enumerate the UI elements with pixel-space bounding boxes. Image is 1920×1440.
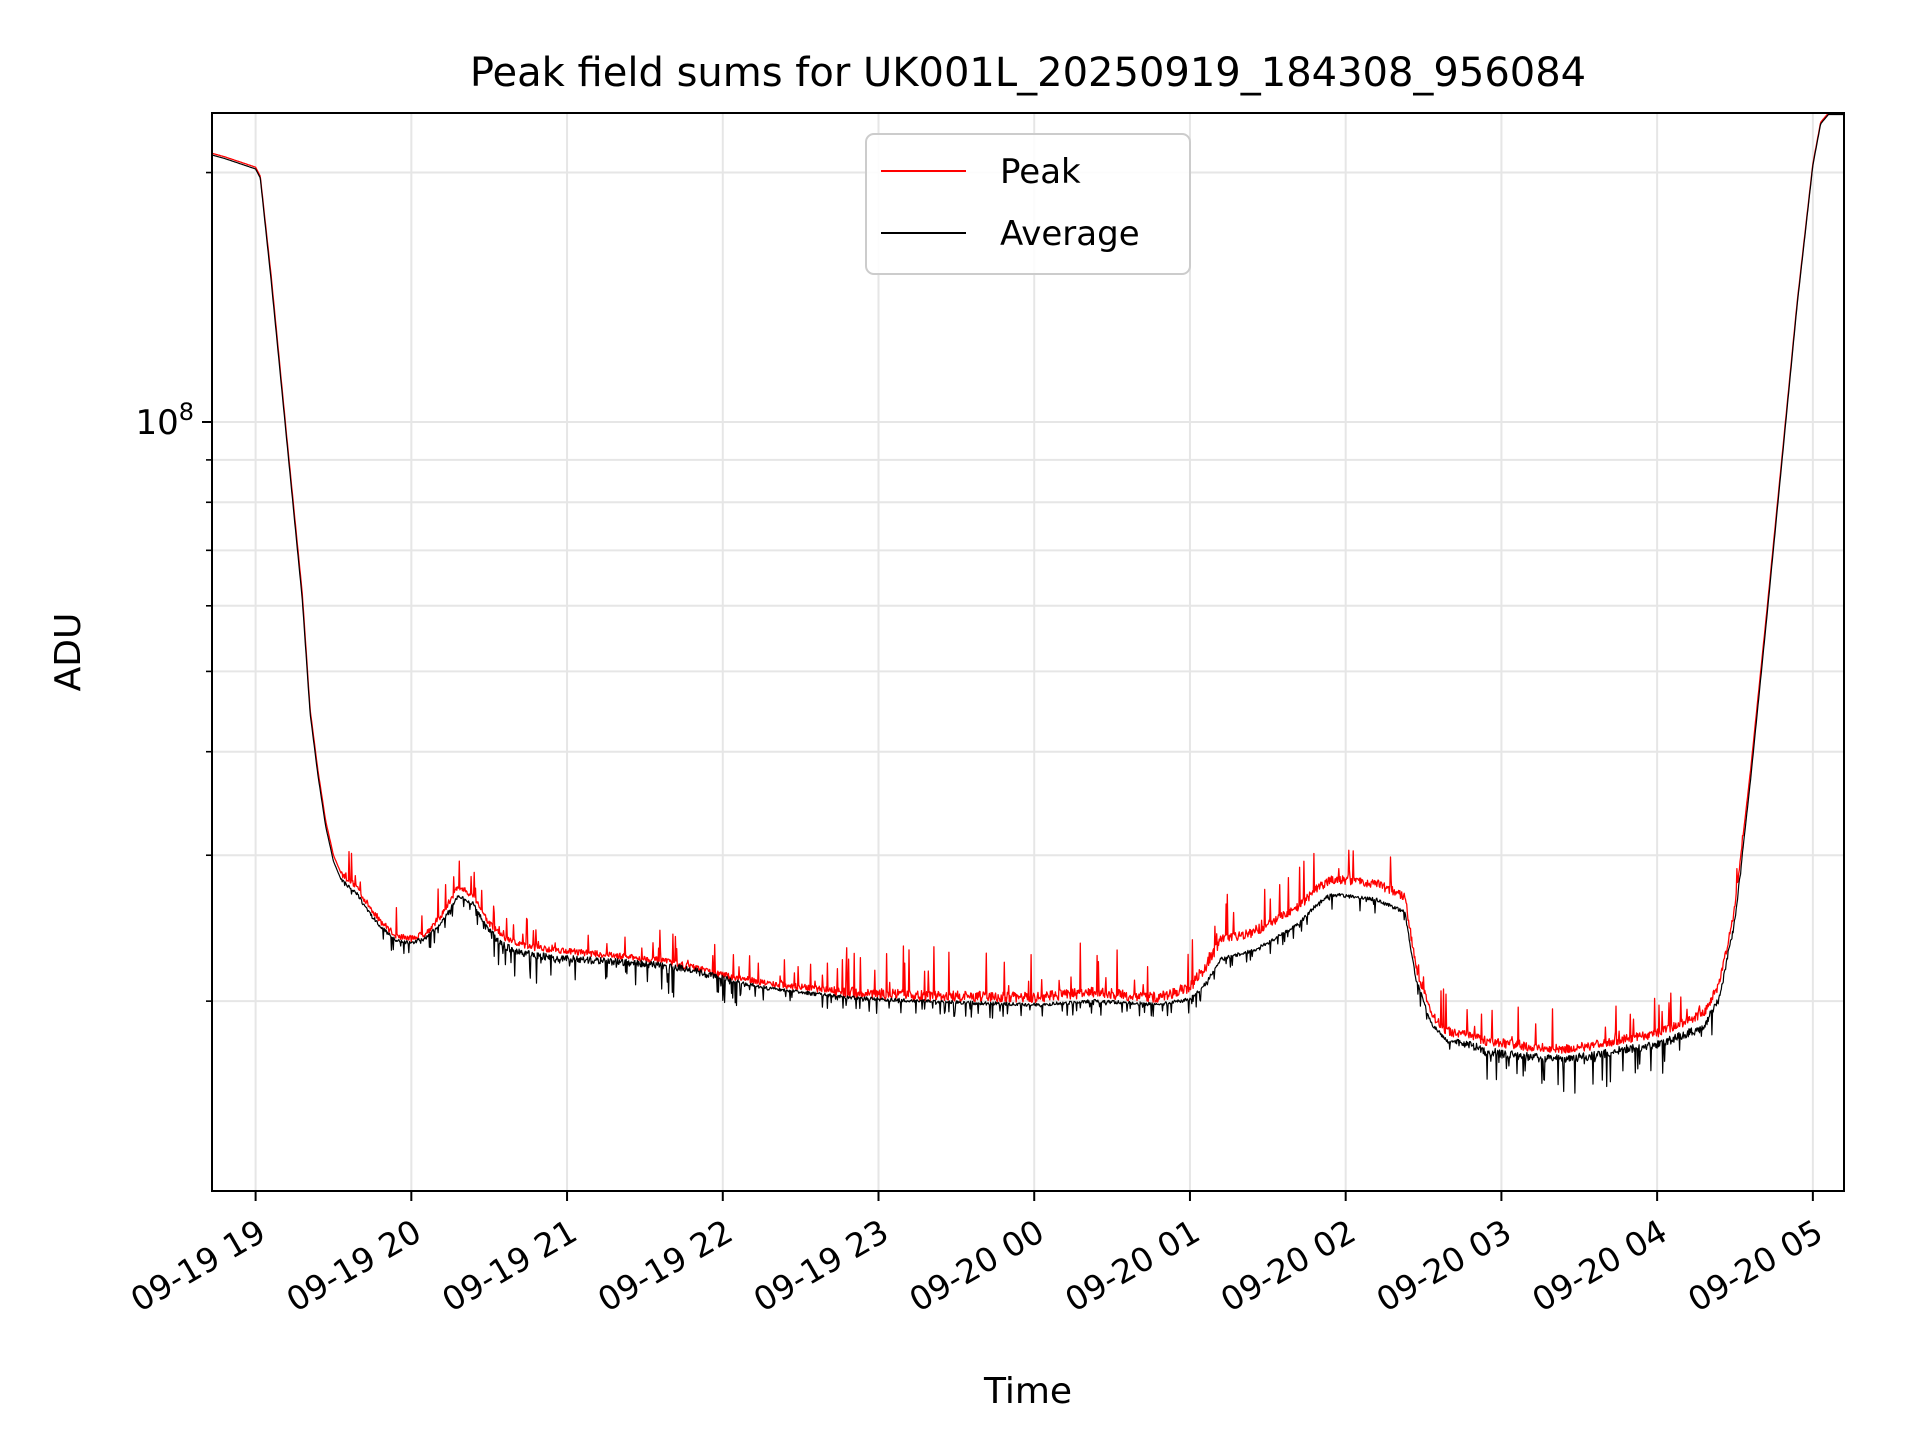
series-lines (212, 113, 1844, 1094)
chart-title: Peak field sums for UK001L_20250919_1843… (470, 50, 1586, 96)
y-tick-label-base: 10 (135, 403, 178, 443)
legend: Peak Average (865, 133, 1191, 275)
y-axis: 108 (135, 171, 212, 1002)
grid (212, 113, 1844, 1191)
plot-frame (211, 112, 1845, 1192)
legend-label-average: Average (1000, 214, 1140, 254)
y-axis-label: ADU (48, 613, 89, 692)
legend-label-peak: Peak (1000, 152, 1081, 192)
y-tick-label: 108 (135, 398, 194, 443)
x-axis-label: Time (983, 1371, 1072, 1412)
legend-box (865, 133, 1191, 275)
y-tick-label-exponent: 8 (179, 398, 194, 426)
series-line-peak (212, 113, 1844, 1054)
series-line-average (212, 113, 1844, 1094)
